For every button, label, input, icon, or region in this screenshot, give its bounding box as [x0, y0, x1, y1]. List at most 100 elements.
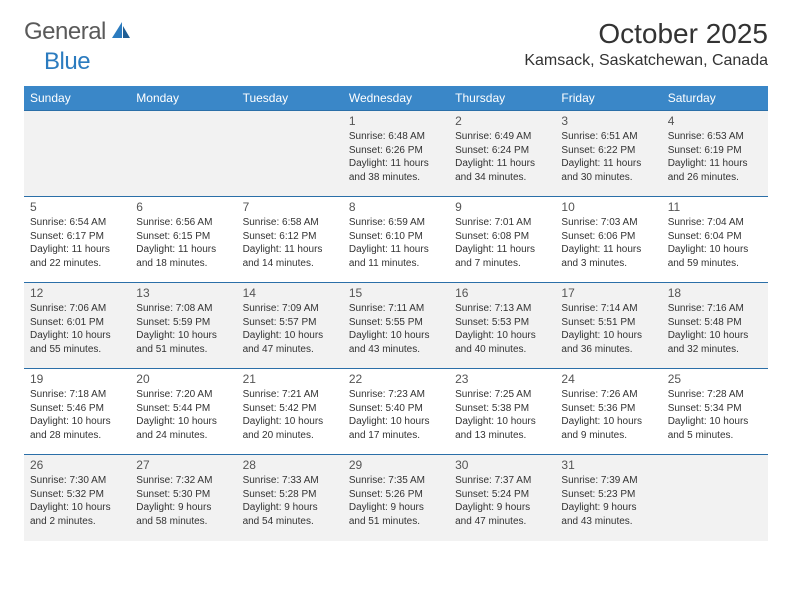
calendar-week-row: 12Sunrise: 7:06 AMSunset: 6:01 PMDayligh… — [24, 283, 768, 369]
daylight-text: Daylight: 9 hours and 58 minutes. — [136, 501, 230, 528]
day-detail: Sunrise: 7:28 AMSunset: 5:34 PMDaylight:… — [668, 388, 762, 442]
calendar-cell: 28Sunrise: 7:33 AMSunset: 5:28 PMDayligh… — [237, 455, 343, 541]
daylight-text: Daylight: 10 hours and 55 minutes. — [30, 329, 124, 356]
day-number: 10 — [561, 200, 655, 214]
sunset-text: Sunset: 6:08 PM — [455, 230, 549, 244]
sunrise-text: Sunrise: 7:28 AM — [668, 388, 762, 402]
sunrise-text: Sunrise: 7:01 AM — [455, 216, 549, 230]
daylight-text: Daylight: 10 hours and 9 minutes. — [561, 415, 655, 442]
daylight-text: Daylight: 11 hours and 34 minutes. — [455, 157, 549, 184]
sunrise-text: Sunrise: 7:35 AM — [349, 474, 443, 488]
day-number: 15 — [349, 286, 443, 300]
sunset-text: Sunset: 6:17 PM — [30, 230, 124, 244]
sunrise-text: Sunrise: 7:32 AM — [136, 474, 230, 488]
sunrise-text: Sunrise: 6:53 AM — [668, 130, 762, 144]
calendar-cell: 29Sunrise: 7:35 AMSunset: 5:26 PMDayligh… — [343, 455, 449, 541]
day-detail: Sunrise: 7:08 AMSunset: 5:59 PMDaylight:… — [136, 302, 230, 356]
daylight-text: Daylight: 11 hours and 14 minutes. — [243, 243, 337, 270]
sunrise-text: Sunrise: 6:59 AM — [349, 216, 443, 230]
day-number: 8 — [349, 200, 443, 214]
day-header: Wednesday — [343, 86, 449, 111]
sunrise-text: Sunrise: 7:16 AM — [668, 302, 762, 316]
daylight-text: Daylight: 10 hours and 43 minutes. — [349, 329, 443, 356]
day-detail: Sunrise: 7:21 AMSunset: 5:42 PMDaylight:… — [243, 388, 337, 442]
day-number: 5 — [30, 200, 124, 214]
day-detail: Sunrise: 7:14 AMSunset: 5:51 PMDaylight:… — [561, 302, 655, 356]
daylight-text: Daylight: 9 hours and 43 minutes. — [561, 501, 655, 528]
logo-sail-icon — [110, 20, 132, 45]
calendar-page: General October 2025 Kamsack, Saskatchew… — [0, 0, 792, 559]
day-header: Sunday — [24, 86, 130, 111]
sunset-text: Sunset: 5:48 PM — [668, 316, 762, 330]
sunset-text: Sunset: 5:36 PM — [561, 402, 655, 416]
daylight-text: Daylight: 10 hours and 28 minutes. — [30, 415, 124, 442]
calendar-cell — [237, 111, 343, 197]
day-number: 27 — [136, 458, 230, 472]
daylight-text: Daylight: 10 hours and 5 minutes. — [668, 415, 762, 442]
sunset-text: Sunset: 5:53 PM — [455, 316, 549, 330]
daylight-text: Daylight: 9 hours and 51 minutes. — [349, 501, 443, 528]
calendar-week-row: 1Sunrise: 6:48 AMSunset: 6:26 PMDaylight… — [24, 111, 768, 197]
daylight-text: Daylight: 10 hours and 36 minutes. — [561, 329, 655, 356]
daylight-text: Daylight: 11 hours and 26 minutes. — [668, 157, 762, 184]
calendar-cell: 17 Sunrise: 7:14 AMSunset: 5:51 PMDayligh… — [555, 283, 661, 369]
daylight-text: Daylight: 10 hours and 17 minutes. — [349, 415, 443, 442]
day-header: Tuesday — [237, 86, 343, 111]
calendar-cell — [24, 111, 130, 197]
sunrise-text: Sunrise: 7:13 AM — [455, 302, 549, 316]
sunset-text: Sunset: 5:24 PM — [455, 488, 549, 502]
day-detail: Sunrise: 6:56 AMSunset: 6:15 PMDaylight:… — [136, 216, 230, 270]
calendar-cell: 22Sunrise: 7:23 AMSunset: 5:40 PMDayligh… — [343, 369, 449, 455]
calendar-cell: 23Sunrise: 7:25 AMSunset: 5:38 PMDayligh… — [449, 369, 555, 455]
day-number: 17 — [561, 286, 655, 300]
day-number: 13 — [136, 286, 230, 300]
sunrise-text: Sunrise: 7:06 AM — [30, 302, 124, 316]
day-header: Saturday — [662, 86, 768, 111]
sunrise-text: Sunrise: 7:25 AM — [455, 388, 549, 402]
calendar-week-row: 26Sunrise: 7:30 AMSunset: 5:32 PMDayligh… — [24, 455, 768, 541]
sunrise-text: Sunrise: 7:20 AM — [136, 388, 230, 402]
day-detail: Sunrise: 7:11 AMSunset: 5:55 PMDaylight:… — [349, 302, 443, 356]
calendar-cell: 12Sunrise: 7:06 AMSunset: 6:01 PMDayligh… — [24, 283, 130, 369]
daylight-text: Daylight: 9 hours and 47 minutes. — [455, 501, 549, 528]
day-detail: Sunrise: 7:30 AMSunset: 5:32 PMDaylight:… — [30, 474, 124, 528]
sunset-text: Sunset: 6:01 PM — [30, 316, 124, 330]
day-detail: Sunrise: 7:26 AMSunset: 5:36 PMDaylight:… — [561, 388, 655, 442]
calendar-cell: 18Sunrise: 7:16 AMSunset: 5:48 PMDayligh… — [662, 283, 768, 369]
daylight-text: Daylight: 9 hours and 54 minutes. — [243, 501, 337, 528]
calendar-week-row: 19Sunrise: 7:18 AMSunset: 5:46 PMDayligh… — [24, 369, 768, 455]
sunrise-text: Sunrise: 7:21 AM — [243, 388, 337, 402]
sunrise-text: Sunrise: 7:33 AM — [243, 474, 337, 488]
daylight-text: Daylight: 11 hours and 18 minutes. — [136, 243, 230, 270]
day-header: Friday — [555, 86, 661, 111]
day-detail: Sunrise: 7:09 AMSunset: 5:57 PMDaylight:… — [243, 302, 337, 356]
daylight-text: Daylight: 10 hours and 59 minutes. — [668, 243, 762, 270]
sunrise-text: Sunrise: 7:18 AM — [30, 388, 124, 402]
day-number: 16 — [455, 286, 549, 300]
calendar-cell: 3Sunrise: 6:51 AMSunset: 6:22 PMDaylight… — [555, 111, 661, 197]
sunrise-text: Sunrise: 7:08 AM — [136, 302, 230, 316]
day-detail: Sunrise: 7:32 AMSunset: 5:30 PMDaylight:… — [136, 474, 230, 528]
daylight-text: Daylight: 10 hours and 13 minutes. — [455, 415, 549, 442]
calendar-cell: 10Sunrise: 7:03 AMSunset: 6:06 PMDayligh… — [555, 197, 661, 283]
sunset-text: Sunset: 5:59 PM — [136, 316, 230, 330]
day-detail: Sunrise: 6:53 AMSunset: 6:19 PMDaylight:… — [668, 130, 762, 184]
calendar-cell: 30Sunrise: 7:37 AMSunset: 5:24 PMDayligh… — [449, 455, 555, 541]
day-number: 28 — [243, 458, 337, 472]
calendar-cell — [130, 111, 236, 197]
calendar-cell: 14Sunrise: 7:09 AMSunset: 5:57 PMDayligh… — [237, 283, 343, 369]
calendar-body: 1Sunrise: 6:48 AMSunset: 6:26 PMDaylight… — [24, 111, 768, 541]
sunrise-text: Sunrise: 6:49 AM — [455, 130, 549, 144]
sunset-text: Sunset: 6:24 PM — [455, 144, 549, 158]
sunrise-text: Sunrise: 6:58 AM — [243, 216, 337, 230]
sunset-text: Sunset: 5:55 PM — [349, 316, 443, 330]
calendar-cell — [662, 455, 768, 541]
sunset-text: Sunset: 5:26 PM — [349, 488, 443, 502]
day-header: Thursday — [449, 86, 555, 111]
calendar-cell: 8Sunrise: 6:59 AMSunset: 6:10 PMDaylight… — [343, 197, 449, 283]
sunset-text: Sunset: 6:04 PM — [668, 230, 762, 244]
day-detail: Sunrise: 7:20 AMSunset: 5:44 PMDaylight:… — [136, 388, 230, 442]
calendar-cell: 31Sunrise: 7:39 AMSunset: 5:23 PMDayligh… — [555, 455, 661, 541]
day-number: 18 — [668, 286, 762, 300]
sunrise-text: Sunrise: 7:23 AM — [349, 388, 443, 402]
